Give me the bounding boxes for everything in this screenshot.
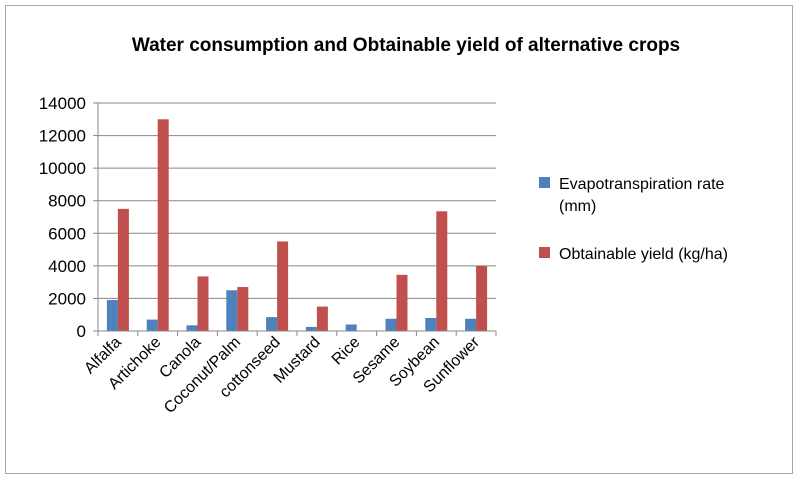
bar-yield-9 [476, 265, 488, 331]
bars [106, 119, 488, 332]
legend-label: Obtainable yield (kg/ha) [559, 246, 728, 263]
legend: Evapotranspiration rate (mm) Obtainable yi… [539, 176, 728, 263]
y-tick-label: 14000 [39, 94, 86, 113]
bar-evapotranspiration-0 [106, 300, 118, 331]
legend-label: (mm) [559, 198, 596, 215]
bar-yield-1 [157, 119, 169, 332]
bar-evapotranspiration-4 [266, 317, 278, 331]
bar-evapotranspiration-6 [345, 324, 357, 331]
y-tick-label: 6000 [48, 224, 86, 243]
chart-frame: Water consumption and Obtainable yield o… [5, 5, 793, 474]
y-axis: 0 2000 4000 6000 8000 10000 12000 14000 [39, 94, 99, 341]
bar-yield-5 [316, 306, 328, 331]
bar-evapotranspiration-3 [226, 290, 238, 331]
bar-evapotranspiration-5 [305, 326, 317, 331]
bar-evapotranspiration-1 [146, 319, 158, 331]
y-tick-label: 2000 [48, 289, 86, 308]
bar-yield-2 [197, 276, 209, 331]
y-tick-label: 8000 [48, 192, 86, 211]
y-tick-label: 0 [77, 322, 86, 341]
bar-evapotranspiration-8 [425, 317, 437, 331]
bar-yield-4 [277, 241, 289, 331]
x-axis: AlfalfaArtichokeCanolaCoconut/Palmcotton… [81, 330, 497, 417]
legend-swatch [539, 247, 550, 258]
chart-title: Water consumption and Obtainable yield o… [132, 35, 680, 56]
y-tick-label: 12000 [39, 127, 86, 146]
legend-swatch [539, 177, 550, 188]
y-tick-label: 10000 [39, 159, 86, 178]
legend-label: Evapotranspiration rate [559, 176, 725, 193]
bar-yield-7 [396, 274, 408, 331]
bar-evapotranspiration-2 [186, 325, 198, 331]
bar-evapotranspiration-9 [465, 318, 477, 331]
bar-yield-8 [436, 211, 448, 331]
bar-evapotranspiration-7 [385, 318, 397, 331]
chart: Water consumption and Obtainable yield o… [39, 35, 728, 417]
category-label: Rice [329, 334, 364, 369]
bar-yield-0 [117, 208, 129, 331]
y-tick-label: 4000 [48, 257, 86, 276]
bar-yield-3 [237, 287, 249, 331]
